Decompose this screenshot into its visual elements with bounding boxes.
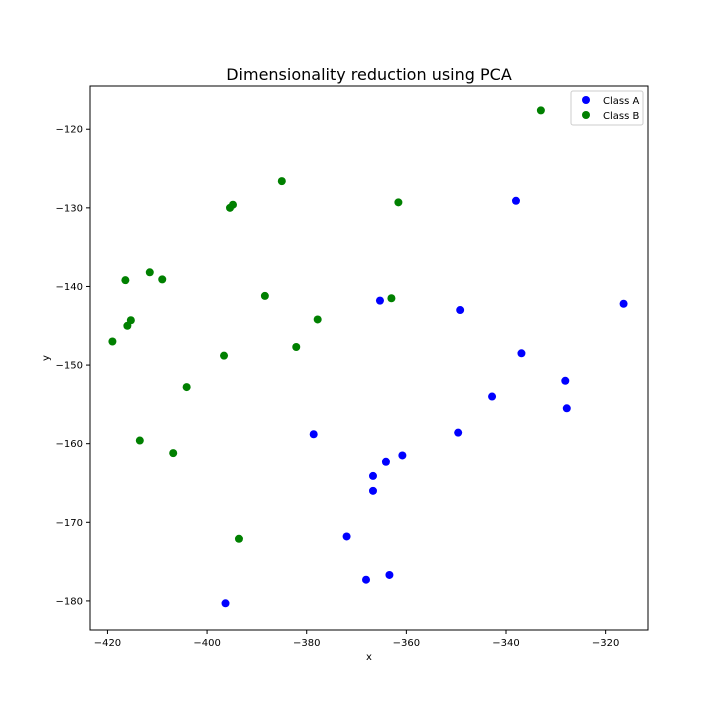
chart-title: Dimensionality reduction using PCA [226, 65, 512, 84]
data-point-class-b [145, 268, 154, 277]
data-point-class-a [454, 428, 463, 437]
data-point-class-b [260, 291, 269, 300]
y-tick-label: −130 [56, 203, 83, 214]
data-point-class-b [313, 315, 322, 324]
data-point-class-a [561, 376, 570, 385]
data-point-class-b [135, 436, 144, 445]
y-tick-label: −170 [56, 518, 83, 529]
data-point-class-a [368, 471, 377, 480]
y-tick-label: −160 [56, 439, 83, 450]
data-point-class-a [385, 570, 394, 579]
x-axis-label: x [366, 652, 372, 663]
plot-area-frame [89, 85, 649, 631]
y-tick-label: −140 [56, 282, 83, 293]
data-point-class-a [375, 296, 384, 305]
points-layer [108, 106, 628, 608]
x-tick-label: −360 [393, 638, 420, 649]
data-point-class-b [394, 198, 403, 207]
data-point-class-b [292, 342, 301, 351]
data-point-class-b [169, 449, 178, 458]
data-point-class-a [511, 196, 520, 205]
data-point-class-b [158, 275, 167, 284]
data-point-class-b [220, 351, 229, 360]
data-point-class-a [488, 392, 497, 401]
data-point-class-a [342, 532, 351, 541]
x-axis: −420 −400 −380 −360 −340 −320 [94, 630, 619, 649]
x-tick-label: −340 [492, 638, 519, 649]
legend-marker-class-b [582, 111, 590, 119]
legend-marker-class-a [582, 96, 590, 104]
x-tick-label: −320 [592, 638, 619, 649]
data-point-class-b [387, 294, 396, 303]
data-point-class-b [182, 383, 191, 392]
data-point-class-a [221, 599, 230, 608]
data-point-class-b [536, 106, 545, 115]
data-point-class-b [225, 203, 234, 212]
data-point-class-a [398, 451, 407, 460]
y-axis: −120 −130 −140 −150 −160 −170 −180 [56, 125, 90, 607]
data-point-class-b [123, 321, 132, 330]
y-tick-label: −150 [56, 361, 83, 372]
x-tick-label: −420 [94, 638, 121, 649]
legend-label-class-b: Class B [603, 111, 639, 122]
x-tick-label: −400 [193, 638, 220, 649]
data-point-class-b [108, 337, 117, 346]
data-point-class-a [517, 349, 526, 358]
data-point-class-a [368, 486, 377, 495]
data-point-class-b [121, 276, 130, 285]
legend: Class A Class B [570, 90, 644, 126]
x-tick-label: −380 [293, 638, 320, 649]
data-point-class-a [562, 404, 571, 413]
y-tick-label: −180 [56, 596, 83, 607]
data-point-class-a [619, 299, 628, 308]
y-tick-label: −120 [56, 125, 83, 136]
data-point-class-b [277, 177, 286, 186]
data-point-class-a [381, 457, 390, 466]
data-point-class-a [362, 575, 371, 584]
data-point-class-b [234, 534, 243, 543]
legend-label-class-a: Class A [603, 96, 639, 107]
y-axis-label: y [41, 355, 52, 361]
data-point-class-a [309, 430, 318, 439]
data-point-class-a [456, 306, 465, 315]
